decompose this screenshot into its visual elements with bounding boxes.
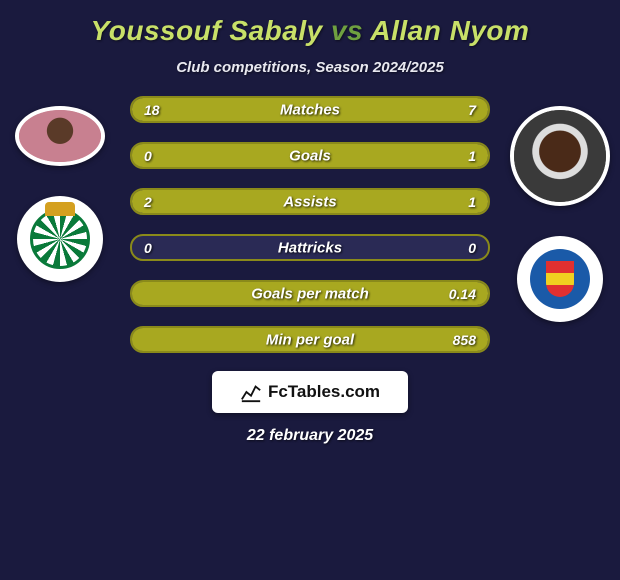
stat-fill-right bbox=[132, 144, 488, 167]
stat-fill-right bbox=[132, 282, 488, 305]
player2-club-badge bbox=[517, 236, 603, 322]
player2-face-placeholder bbox=[514, 110, 606, 202]
title-vs: vs bbox=[331, 15, 363, 46]
stat-value-right: 1 bbox=[468, 148, 476, 164]
comparison-title: Youssouf Sabaly vs Allan Nyom bbox=[91, 15, 530, 47]
stat-value-left: 0 bbox=[144, 148, 152, 164]
stat-value-left: 2 bbox=[144, 194, 152, 210]
stat-value-right: 7 bbox=[468, 102, 476, 118]
getafe-crest-icon bbox=[530, 249, 590, 309]
stat-fill-left bbox=[132, 190, 371, 213]
player1-avatar bbox=[15, 106, 105, 166]
betis-crest-icon bbox=[30, 209, 90, 269]
stat-bars: 187Matches01Goals21Assists00Hattricks0.1… bbox=[120, 96, 500, 353]
stat-value-left: 0 bbox=[144, 240, 152, 256]
stat-value-right: 0 bbox=[468, 240, 476, 256]
player1-face-placeholder bbox=[19, 110, 101, 162]
source-site-text: FcTables.com bbox=[268, 382, 380, 402]
source-site-badge: FcTables.com bbox=[212, 371, 408, 413]
chart-icon bbox=[240, 381, 262, 403]
stat-label: Hattricks bbox=[132, 239, 488, 256]
stat-fill-right bbox=[132, 328, 488, 351]
player2-name: Allan Nyom bbox=[370, 15, 529, 46]
stat-row: 01Goals bbox=[130, 142, 490, 169]
stat-value-right: 858 bbox=[453, 332, 476, 348]
player1-club-badge bbox=[17, 196, 103, 282]
left-column bbox=[0, 96, 120, 282]
subtitle: Club competitions, Season 2024/2025 bbox=[176, 59, 444, 76]
stat-value-right: 1 bbox=[468, 194, 476, 210]
right-column bbox=[500, 96, 620, 322]
stat-value-right: 0.14 bbox=[449, 286, 476, 302]
stat-fill-left bbox=[132, 98, 388, 121]
player1-name: Youssouf Sabaly bbox=[91, 15, 323, 46]
player2-avatar bbox=[510, 106, 610, 206]
comparison-main: 187Matches01Goals21Assists00Hattricks0.1… bbox=[0, 96, 620, 353]
stat-row: 21Assists bbox=[130, 188, 490, 215]
snapshot-date: 22 february 2025 bbox=[247, 427, 373, 445]
stat-value-left: 18 bbox=[144, 102, 160, 118]
stat-row: 0 0Hattricks bbox=[130, 234, 490, 261]
stat-row: 187Matches bbox=[130, 96, 490, 123]
stat-row: 0.14Goals per match bbox=[130, 280, 490, 307]
stat-row: 858Min per goal bbox=[130, 326, 490, 353]
